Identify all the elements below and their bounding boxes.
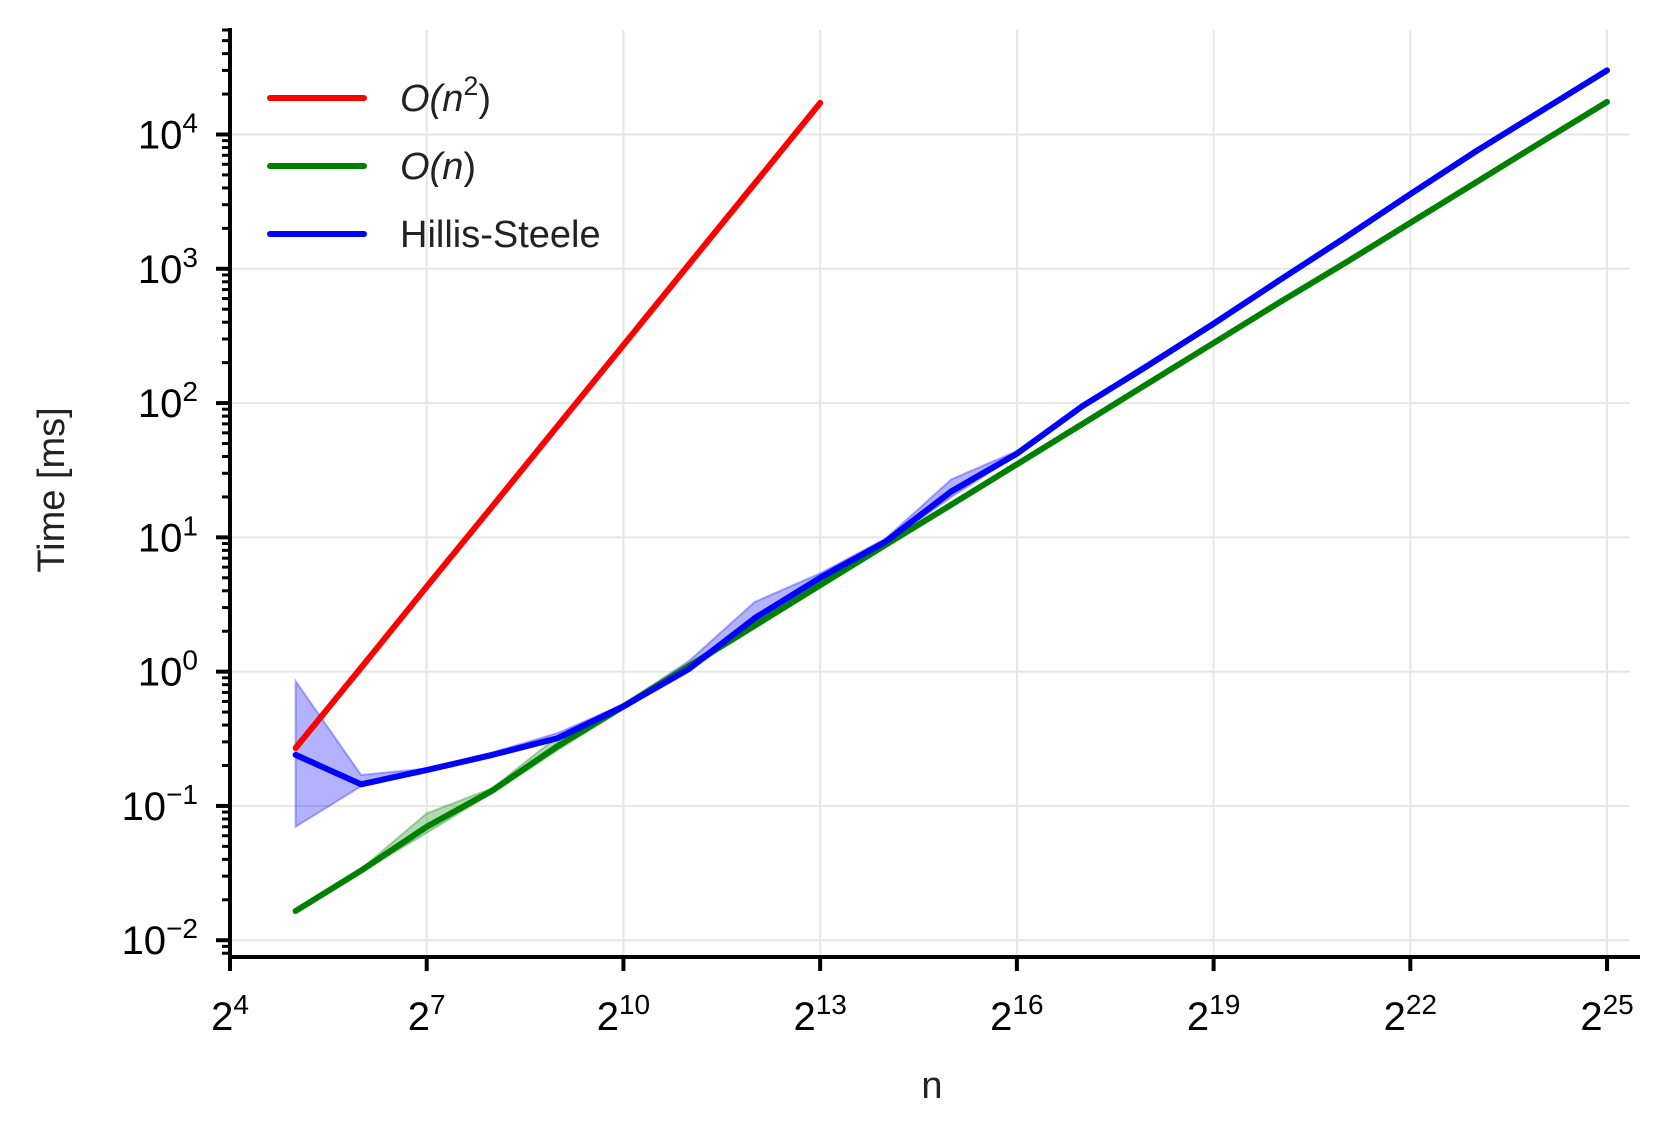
legend: O(n2) O(n) Hillis-Steele <box>267 71 601 256</box>
y-tick-label: 100 <box>138 645 198 695</box>
series-lines <box>292 67 1610 914</box>
legend-label: O(n) <box>400 146 476 188</box>
x-tick-label: 24 <box>211 989 249 1039</box>
legend-label: O(n2) <box>400 71 491 120</box>
y-tick-label: 104 <box>138 107 198 157</box>
x-axis-label: n <box>921 1065 942 1107</box>
x-tick-label: 225 <box>1580 989 1633 1039</box>
series-line-O(n²) <box>292 99 824 751</box>
series-line-O(n) <box>292 98 1610 914</box>
axes <box>228 28 1640 959</box>
y-tick-label: 10−1 <box>122 779 198 829</box>
y-ticks: 10−2 10−1 100 101 102 103 104 <box>122 28 230 963</box>
y-tick-label: 101 <box>138 510 198 560</box>
series-line-Hillis-Steele <box>292 67 1610 788</box>
x-tick-label: 213 <box>793 989 846 1039</box>
y-tick-label: 10−2 <box>122 913 198 963</box>
x-tick-label: 219 <box>1187 989 1240 1039</box>
y-tick-label: 102 <box>138 376 198 426</box>
x-ticks: 24 27 210 213 216 219 222 225 <box>211 957 1634 1039</box>
x-tick-label: 210 <box>597 989 650 1039</box>
x-tick-label: 27 <box>408 989 446 1039</box>
legend-label: Hillis-Steele <box>400 214 601 256</box>
x-tick-label: 222 <box>1384 989 1437 1039</box>
x-tick-label: 216 <box>990 989 1043 1039</box>
y-tick-label: 103 <box>138 242 198 292</box>
y-axis-label: Time [ms] <box>31 407 73 572</box>
